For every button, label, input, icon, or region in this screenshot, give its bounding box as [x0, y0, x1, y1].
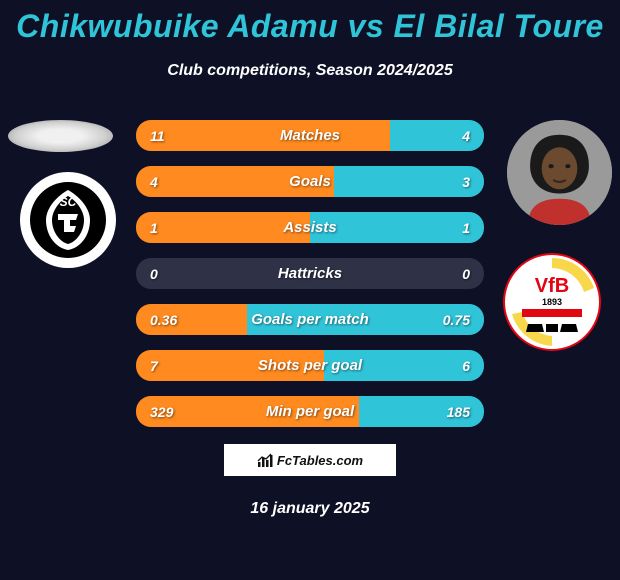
stat-value-right: 0: [462, 258, 470, 289]
stat-value-left: 11: [150, 120, 165, 151]
stat-row: Hattricks0 0: [136, 258, 484, 289]
svg-text:SC: SC: [60, 195, 77, 209]
stat-value-right: 1: [462, 212, 470, 243]
page-title: Chikwubuike Adamu vs El Bilal Toure: [0, 8, 620, 45]
stat-value-left: 4: [150, 166, 158, 197]
stat-value-left: 0.36: [150, 304, 177, 335]
stat-value-right: 4: [462, 120, 470, 151]
stat-label: Hattricks: [136, 258, 484, 289]
player-right-avatar: [507, 120, 612, 225]
chart-icon: [257, 452, 273, 468]
svg-text:1893: 1893: [542, 297, 562, 307]
stat-label: Matches: [136, 120, 484, 151]
stat-row: Goals per match0.36 0.75: [136, 304, 484, 335]
stat-row: Shots per goal7 6: [136, 350, 484, 381]
stat-label: Goals: [136, 166, 484, 197]
stat-label: Assists: [136, 212, 484, 243]
stat-value-right: 0.75: [443, 304, 470, 335]
stat-label: Shots per goal: [136, 350, 484, 381]
stat-row: Min per goal329 185: [136, 396, 484, 427]
stat-value-right: 3: [462, 166, 470, 197]
stat-row: Matches11 4: [136, 120, 484, 151]
stats-container: Matches114Goals43Assists11Hattricks00Goa…: [136, 120, 484, 442]
stat-row: Assists1 1: [136, 212, 484, 243]
club-left-badge: SC: [18, 170, 118, 270]
footer-brand: FcTables.com: [224, 444, 396, 476]
svg-text:VfB: VfB: [535, 275, 569, 297]
stat-value-left: 7: [150, 350, 158, 381]
player-left-avatar: [8, 120, 113, 152]
stat-label: Goals per match: [136, 304, 484, 335]
stat-row: Goals4 3: [136, 166, 484, 197]
club-right-badge: VfB 1893: [502, 252, 602, 352]
page-subtitle: Club competitions, Season 2024/2025: [0, 62, 620, 80]
stat-value-left: 1: [150, 212, 158, 243]
footer-date: 16 january 2025: [0, 500, 620, 518]
stat-value-left: 329: [150, 396, 173, 427]
stat-value-right: 185: [447, 396, 470, 427]
stat-label: Min per goal: [136, 396, 484, 427]
footer-brand-text: FcTables.com: [277, 453, 363, 468]
stat-value-right: 6: [462, 350, 470, 381]
stat-value-left: 0: [150, 258, 158, 289]
